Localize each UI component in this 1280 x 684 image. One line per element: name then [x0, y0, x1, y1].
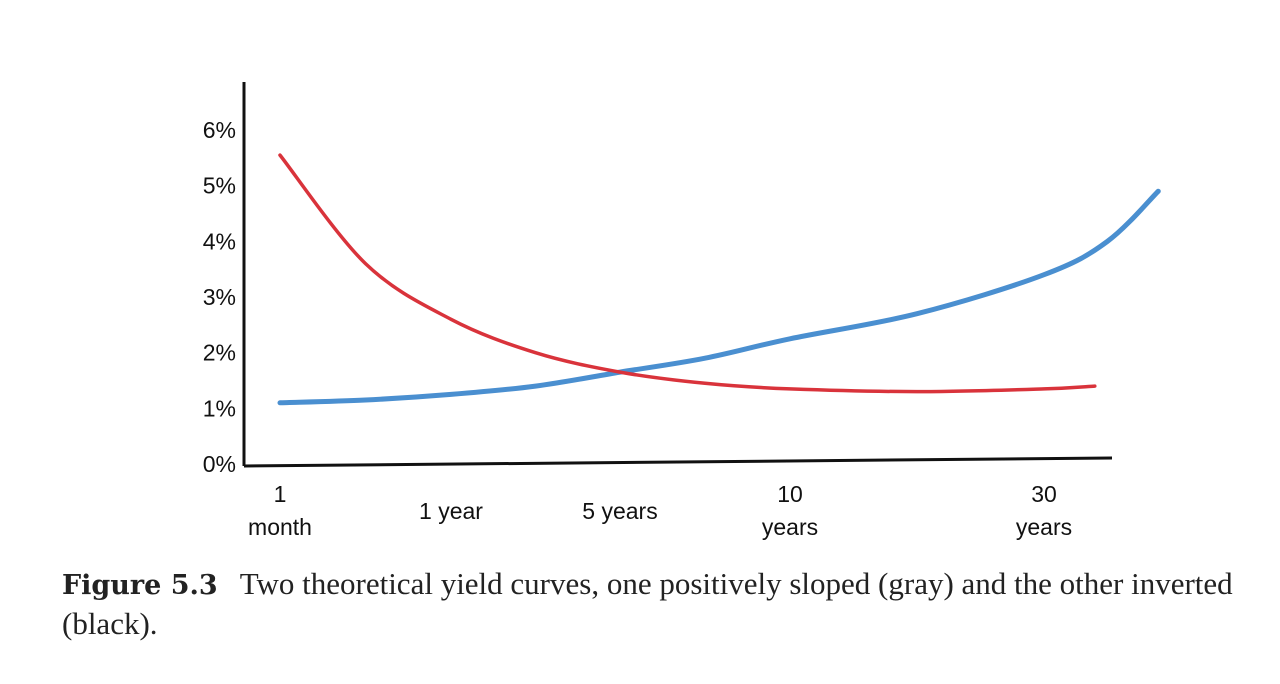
- y-tick-label: 5%: [203, 173, 236, 199]
- y-tick-label: 3%: [203, 284, 236, 310]
- figure-caption: Figure 5.3 Two theoretical yield curves, …: [62, 565, 1242, 643]
- x-tick-label: 1 year: [419, 498, 483, 524]
- x-tick-label: 10 years: [762, 481, 818, 540]
- figure-caption-text: Two theoretical yield curves, one positi…: [62, 566, 1233, 641]
- y-tick-label: 0%: [203, 451, 236, 477]
- yield-curve-chart: 0% 1% 2% 3% 4% 5% 6% 1 month 1 year 5 years 10 year…: [203, 82, 1161, 540]
- x-tick-label: 1 month: [248, 481, 312, 540]
- x-tick-label: 5 years: [582, 498, 657, 524]
- figure-label: Figure 5.3: [62, 570, 218, 601]
- x-axis-line: [243, 456, 1113, 468]
- x-axis-ticks: 1 month 1 year 5 years 10 years 30 years: [248, 481, 1072, 540]
- y-tick-label: 6%: [203, 117, 236, 143]
- series-line-red: [278, 153, 1097, 394]
- series-layer: [277, 153, 1161, 406]
- x-tick-label: 30 years: [1016, 481, 1072, 540]
- y-tick-label: 4%: [203, 228, 236, 254]
- y-tick-label: 1%: [203, 395, 236, 421]
- y-axis-ticks: 0% 1% 2% 3% 4% 5% 6%: [203, 117, 236, 477]
- series-line-blue: [277, 188, 1161, 406]
- y-tick-label: 2%: [203, 340, 236, 366]
